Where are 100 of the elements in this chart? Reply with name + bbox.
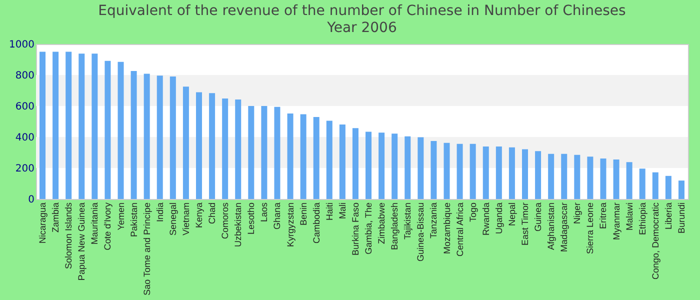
bar [378,132,385,199]
bar [78,54,85,199]
bar [456,144,463,199]
x-tick-label: Tajikistan [402,202,413,240]
bar [470,144,476,199]
x-tick-label: Comoros [220,202,230,240]
x-tick-label: Malawi [624,202,634,231]
chart-title: Equivalent of the revenue of the number of Chinese in Number of Chineses [98,3,626,19]
bar [352,128,358,199]
bar [313,117,320,199]
x-tick-label: Pakistan [128,202,139,238]
bar [248,106,254,199]
x-tick-label: Congo, Democratic [650,202,660,280]
bar [40,52,46,199]
bar [339,124,346,199]
x-tick-label: Mauritania [90,202,100,245]
bar [287,113,294,199]
x-tick-label: Lesotho [246,202,256,235]
bar [118,62,124,199]
bar [144,74,150,199]
bar [209,93,216,199]
x-tick-label: Cambodia [311,202,322,244]
x-tick-label: East Timor [520,202,530,246]
bar [300,114,306,199]
x-tick-label: Nicaragua [38,202,48,244]
bar [366,132,372,199]
bar [326,120,332,199]
bar [418,137,424,199]
x-tick-label: Niger [572,202,582,224]
bar [392,134,398,199]
x-tick-label: Eritrea [598,202,608,230]
bar [430,141,437,199]
y-tick-label: 0 [28,194,34,206]
x-tick-label: Yemen [116,202,126,230]
x-tick-label: Zambia [50,202,61,233]
bar [548,154,554,199]
x-tick-label: Guinea [533,202,544,232]
x-tick-label: Central Africa [454,202,465,257]
chart-subtitle: Year 2006 [326,20,397,36]
x-tick-label: Chad [207,202,218,224]
y-tick-label: 600 [15,102,34,112]
bar [522,149,528,199]
x-tick-label: Solomon Islands [64,202,74,270]
y-tick-label: 1000 [9,40,34,50]
x-tick-label: Ghana [272,202,282,230]
bar [182,86,189,199]
x-tick-label: Mali [337,202,348,220]
x-tick-label: Haiti [324,202,334,221]
x-tick-label: Guinea-Bissau [416,202,426,262]
x-tick-label: Laos [259,202,270,222]
x-tick-label: Tanzania [428,202,439,239]
x-tick-label: Gambia, The [364,202,374,254]
bar [587,156,594,199]
y-tick-label: 200 [15,164,34,174]
x-tick-label: Kyrgyzstan [285,202,296,248]
x-tick-label: Togo [468,202,478,222]
y-tick-label: 400 [15,132,34,144]
bar [261,106,268,199]
bar [613,159,620,199]
x-tick-label: Sao Tome and Principe [142,202,152,296]
bar [678,180,684,199]
bar [600,158,606,199]
x-tick-label: Ethiopia [637,202,648,236]
x-tick-label: Senegal [168,202,178,236]
bar [626,162,632,199]
bar [652,172,658,199]
x-tick-label: Bangladesh [390,202,400,250]
x-tick-label: Myanmar [611,202,622,240]
x-tick-label: Nepal [506,202,517,226]
x-tick-label: Zimbabwe [376,202,387,244]
bar [156,76,163,199]
bar [665,176,672,199]
x-tick-label: Liberia [663,202,674,230]
bar [508,147,515,199]
bar [196,92,202,199]
x-tick-label: India [154,202,165,222]
y-tick-label: 800 [15,70,34,82]
bar [130,70,137,199]
x-tick-label: Burkina Faso [350,202,360,256]
bar [496,146,502,199]
x-tick-label: Mozambique [442,202,452,254]
bar [274,106,280,199]
bar [404,136,411,199]
bar [574,154,580,199]
bar [170,76,176,199]
x-tick-label: Kenya [194,202,204,228]
bar [444,142,450,199]
bar [535,151,542,199]
bar [561,154,568,199]
x-tick-label: Uzbekistan [233,202,244,248]
x-tick-label: Burundi [676,202,686,234]
x-tick-label: Uganda [494,202,504,234]
x-tick-label: Vietnam [180,202,191,236]
x-tick-label: Rwanda [480,202,491,236]
x-tick-label: Afghanistan [546,202,556,250]
bar [52,52,59,199]
x-tick-label: Madagascar [559,202,570,252]
bar [482,146,489,199]
bar [66,52,72,199]
bar [235,99,242,199]
